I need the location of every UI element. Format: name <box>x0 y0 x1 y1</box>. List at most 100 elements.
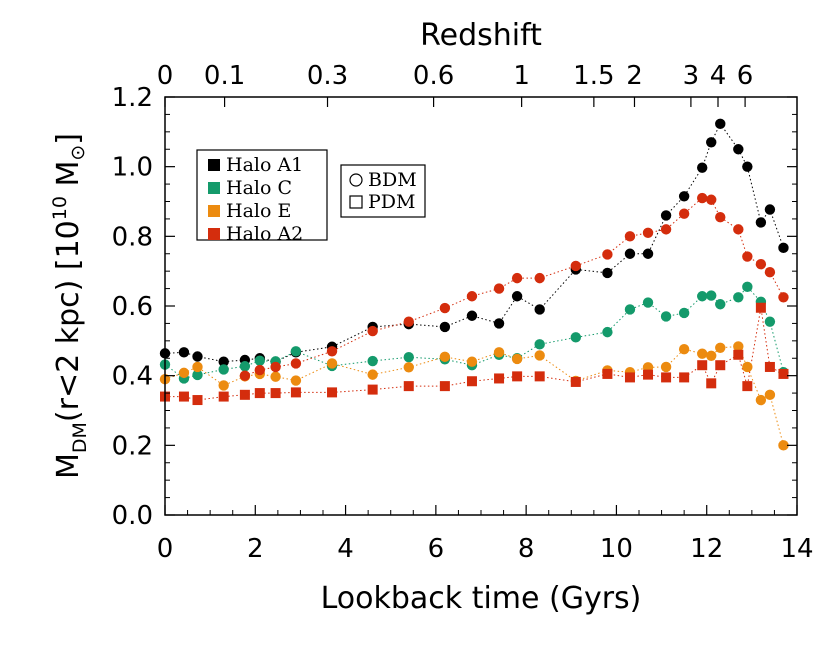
data-point-circle <box>602 326 613 338</box>
data-point-square <box>570 376 581 387</box>
redshift-axis-title: Redshift <box>420 18 542 53</box>
data-point-circle <box>660 311 672 322</box>
data-point-circle <box>439 351 451 363</box>
data-point-circle <box>764 389 776 401</box>
x-tick-label: 0 <box>157 534 174 564</box>
data-point-circle <box>706 137 717 148</box>
data-point-circle <box>218 364 229 375</box>
y-title-sub: DM <box>69 422 91 453</box>
data-point-circle <box>403 352 414 363</box>
axis-tick-labels: 0 2 4 6 8 10 12 140.00.20.40.60.81.01.20 0.1 0.3 0… <box>112 61 814 564</box>
data-point-square <box>192 395 203 406</box>
data-point-circle <box>570 332 581 343</box>
data-point-circle <box>218 380 229 391</box>
data-point-square <box>679 372 690 383</box>
data-point-circle <box>367 325 378 337</box>
data-point-circle <box>678 343 690 355</box>
data-point-circle <box>778 440 789 451</box>
data-point-circle <box>642 297 654 308</box>
data-point-circle <box>466 310 478 321</box>
data-point-circle <box>764 204 776 215</box>
redshift-tick-label: 3 <box>683 61 700 91</box>
redshift-tick-label: 6 <box>737 61 754 91</box>
data-point-square <box>367 384 378 395</box>
x-tick-label: 6 <box>428 534 445 564</box>
data-point-circle <box>706 290 717 301</box>
data-point-circle <box>466 356 478 367</box>
legend-swatch <box>208 159 220 171</box>
y-axis-title: MDM(r<2 kpc) [1010 M⊙] <box>49 133 91 479</box>
data-point-square <box>778 368 789 379</box>
data-point-circle <box>254 364 265 376</box>
data-point-square <box>466 376 477 387</box>
data-point-circle <box>534 304 545 315</box>
data-point-circle <box>270 361 281 373</box>
y-tick-label: 0.0 <box>112 501 153 531</box>
data-point-circle <box>660 224 672 235</box>
data-point-circle <box>755 394 767 406</box>
data-point-circle <box>439 302 451 314</box>
legend-marker-label: PDM <box>368 191 415 213</box>
x-tick-label: 8 <box>518 534 535 564</box>
y-title-rest: (r<2 kpc) [10 <box>51 220 86 422</box>
data-point-circle <box>602 267 613 279</box>
data-point-circle <box>239 361 251 372</box>
data-point-circle <box>733 341 744 352</box>
data-point-square <box>624 372 635 383</box>
data-point-square <box>439 381 450 392</box>
data-point-circle <box>642 248 654 259</box>
data-point-square <box>697 360 708 371</box>
data-point-square <box>742 381 753 392</box>
data-point-square <box>270 388 281 399</box>
y-tick-label: 0.4 <box>112 362 153 392</box>
data-point-circle <box>192 369 203 381</box>
x-tick-label: 4 <box>337 534 354 564</box>
data-point-circle <box>239 370 251 381</box>
series-line <box>164 122 784 363</box>
redshift-tick-label: 0 <box>157 61 174 91</box>
data-point-circle <box>511 353 523 365</box>
data-point-circle <box>192 361 203 373</box>
data-point-square <box>764 361 775 372</box>
legend-label: Halo E <box>226 200 291 222</box>
y-title-sup: 10 <box>49 196 71 220</box>
data-point-circle <box>697 192 708 204</box>
data-point-circle <box>678 307 690 319</box>
data-point-circle <box>733 292 744 303</box>
data-point-circle <box>624 231 636 242</box>
y-title-close: ] <box>51 133 86 145</box>
data-point-square <box>643 369 654 380</box>
data-point-square <box>327 387 338 398</box>
y-tick-label: 0.2 <box>112 431 153 461</box>
legend-square-marker <box>349 195 363 209</box>
y-title-unit: M <box>51 161 86 196</box>
data-point-circle <box>570 260 581 272</box>
data-point-circle <box>326 346 338 357</box>
data-point-circle <box>270 371 281 382</box>
data-point-circle <box>764 316 776 327</box>
data-point-circle <box>403 362 414 373</box>
data-point-circle <box>715 118 726 130</box>
data-point-circle <box>742 161 753 172</box>
redshift-tick-label: 1 <box>513 61 530 91</box>
data-point-circle <box>367 369 378 380</box>
data-point-circle <box>624 304 636 315</box>
data-point-square <box>715 360 726 371</box>
data-point-circle <box>602 249 613 260</box>
y-tick-label: 1.0 <box>112 153 153 183</box>
data-point-circle <box>290 346 302 357</box>
legend-label: Halo A1 <box>226 154 303 176</box>
data-point-circle <box>178 347 190 358</box>
axis-ticks <box>164 96 798 516</box>
data-point-circle <box>678 191 690 202</box>
x-tick-label: 12 <box>690 534 723 564</box>
y-tick-label: 0.8 <box>112 222 153 252</box>
legend-swatch <box>208 182 220 194</box>
x-tick-label: 14 <box>780 534 813 564</box>
data-point-circle <box>493 283 505 294</box>
legend-marker-label: BDM <box>368 169 417 191</box>
data-point-square <box>290 387 301 398</box>
data-point-circle <box>511 272 523 284</box>
data-point-circle <box>678 208 690 219</box>
